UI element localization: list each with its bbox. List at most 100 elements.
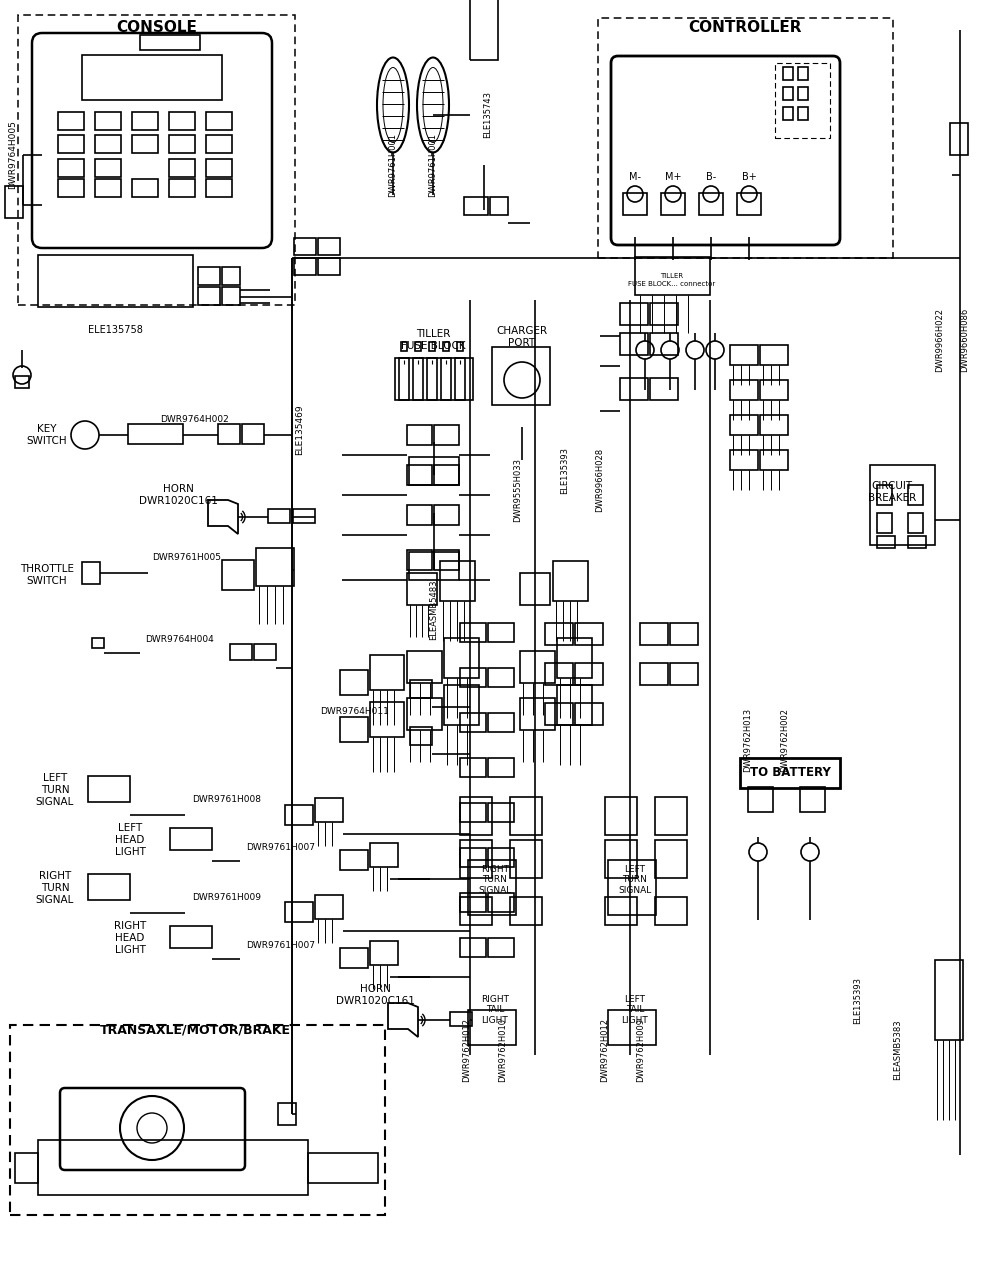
Text: ELE135743: ELE135743	[484, 91, 492, 138]
Bar	[620, 303, 648, 326]
Bar	[254, 644, 276, 660]
Text: B+: B+	[742, 172, 756, 182]
Bar	[95, 179, 121, 196]
Bar	[935, 960, 963, 1040]
Bar	[460, 797, 492, 835]
Bar	[545, 703, 573, 725]
Bar	[434, 465, 459, 485]
Text: DWR9764H002: DWR9764H002	[160, 414, 229, 423]
Text: DWR9764H004: DWR9764H004	[145, 636, 214, 645]
Bar	[488, 938, 514, 957]
Bar	[775, 63, 830, 138]
Bar	[468, 860, 516, 915]
Bar	[783, 106, 793, 120]
Bar	[730, 450, 758, 470]
Text: LEFT
TAIL
LIGHT: LEFT TAIL LIGHT	[622, 995, 648, 1025]
Bar	[605, 840, 637, 878]
Bar	[370, 655, 404, 691]
Bar	[450, 1012, 472, 1026]
Text: CIRCUIT
BREAKER: CIRCUIT BREAKER	[868, 481, 916, 503]
Bar	[230, 644, 252, 660]
Bar	[58, 111, 84, 131]
Bar	[222, 288, 240, 305]
Bar	[407, 698, 442, 730]
Text: DWR9761H001: DWR9761H001	[428, 133, 438, 196]
Bar	[557, 639, 592, 678]
Bar	[409, 457, 459, 485]
Bar	[760, 380, 788, 400]
Bar	[407, 651, 442, 683]
Bar	[434, 550, 459, 570]
Bar	[877, 536, 895, 549]
Bar	[640, 623, 668, 645]
Bar	[38, 255, 193, 307]
Text: ELE135469: ELE135469	[296, 404, 304, 455]
Bar	[760, 450, 788, 470]
Text: CHARGER
PORT: CHARGER PORT	[496, 326, 548, 348]
Bar	[699, 193, 723, 215]
Bar	[800, 787, 825, 812]
Text: DWR9761H001: DWR9761H001	[388, 133, 398, 196]
Text: CONSOLE: CONSOLE	[117, 20, 197, 35]
Bar	[740, 758, 840, 788]
Bar	[340, 670, 368, 696]
Bar	[598, 18, 893, 258]
Bar	[440, 561, 475, 601]
Bar	[605, 897, 637, 925]
Bar	[908, 513, 923, 533]
Bar	[460, 668, 486, 687]
Bar	[340, 717, 368, 742]
Text: HORN
DWR1020C161: HORN DWR1020C161	[336, 984, 414, 1006]
Bar	[278, 1104, 296, 1125]
Bar	[730, 416, 758, 435]
Bar	[399, 359, 409, 400]
Bar	[82, 563, 100, 584]
Bar	[429, 342, 435, 351]
Text: DWR9762H010: DWR9762H010	[498, 1017, 508, 1082]
Bar	[340, 850, 368, 870]
Bar	[470, 0, 498, 60]
Text: RIGHT
TAIL
LIGHT: RIGHT TAIL LIGHT	[481, 995, 509, 1025]
Text: DWR9762H013: DWR9762H013	[744, 708, 753, 772]
Bar	[730, 380, 758, 400]
Bar	[650, 303, 678, 326]
Bar	[488, 803, 514, 822]
Bar	[132, 136, 158, 153]
Text: RIGHT
TURN
SIGNAL: RIGHT TURN SIGNAL	[478, 865, 512, 895]
Text: DWR9555H033: DWR9555H033	[514, 457, 522, 522]
Text: RIGHT
HEAD
LIGHT: RIGHT HEAD LIGHT	[114, 921, 146, 954]
Text: LEFT
TURN
SIGNAL: LEFT TURN SIGNAL	[618, 865, 652, 895]
Bar	[169, 179, 195, 196]
Text: DWR9761H009: DWR9761H009	[192, 893, 261, 902]
Bar	[464, 196, 488, 215]
Text: DWR9761H007: DWR9761H007	[246, 843, 315, 851]
Text: DWR9762H012: DWR9762H012	[600, 1017, 610, 1082]
Bar	[444, 639, 479, 678]
Bar	[783, 67, 793, 80]
Text: DWR9762H012: DWR9762H012	[462, 1017, 472, 1082]
Bar	[908, 536, 926, 549]
Text: ELE135758: ELE135758	[88, 326, 142, 334]
Bar	[575, 663, 603, 685]
Bar	[95, 111, 121, 131]
Bar	[427, 359, 437, 400]
Text: RIGHT
TURN
SIGNAL: RIGHT TURN SIGNAL	[36, 872, 74, 905]
Text: ELEASMB5483: ELEASMB5483	[430, 580, 438, 640]
Bar	[206, 179, 232, 196]
Bar	[308, 1153, 378, 1183]
Bar	[170, 926, 212, 948]
Bar	[95, 158, 121, 177]
Bar	[877, 485, 892, 506]
Bar	[605, 797, 637, 835]
Bar	[132, 179, 158, 196]
Text: DWR9762H009: DWR9762H009	[637, 1017, 646, 1082]
Bar	[95, 136, 121, 153]
Bar	[492, 347, 550, 405]
Bar	[441, 359, 451, 400]
Bar	[58, 179, 84, 196]
Bar	[730, 345, 758, 365]
Text: DWR9761H007: DWR9761H007	[246, 940, 315, 949]
Bar	[407, 506, 432, 525]
Bar	[198, 267, 220, 285]
Bar	[169, 111, 195, 131]
